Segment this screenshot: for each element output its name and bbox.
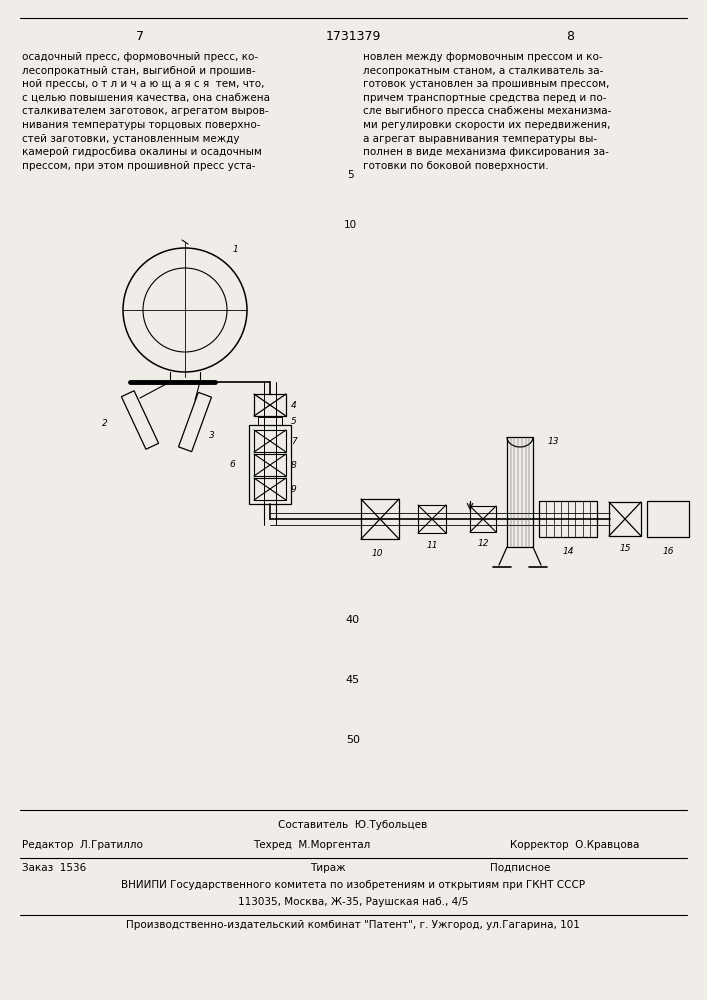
Text: 50: 50 [346,735,360,745]
Bar [539,501,597,537]
Bar [470,506,496,532]
Bar [249,425,291,504]
Text: 7: 7 [136,30,144,43]
Bar [609,502,641,536]
Text: 16: 16 [662,547,674,556]
Text: 5: 5 [346,170,354,180]
Text: 12: 12 [477,539,489,548]
Bar [507,437,533,547]
Text: 11: 11 [426,541,438,550]
Text: 45: 45 [346,675,360,685]
Bar [254,394,286,416]
Bar [361,499,399,539]
Bar [418,505,446,533]
Text: 1731379: 1731379 [325,30,380,43]
Bar [254,478,286,500]
Text: 15: 15 [619,544,631,553]
Text: 10: 10 [344,220,356,230]
Text: Заказ  1536: Заказ 1536 [22,863,86,873]
Text: 14: 14 [562,547,574,556]
Text: 4: 4 [291,400,297,410]
Text: 13: 13 [548,438,559,446]
Text: ВНИИПИ Государственного комитета по изобретениям и открытиям при ГКНТ СССР: ВНИИПИ Государственного комитета по изоб… [121,880,585,890]
Text: 1: 1 [233,245,239,254]
Text: 10: 10 [371,549,382,558]
Text: 9: 9 [291,485,297,493]
Text: 3: 3 [209,432,215,440]
Text: 2: 2 [102,420,108,428]
Text: 6: 6 [229,460,235,469]
Bar [647,501,689,537]
Text: 7: 7 [291,436,297,446]
Text: Подписное: Подписное [490,863,550,873]
Text: 5: 5 [291,416,297,426]
Bar [254,430,286,452]
Bar [258,417,282,425]
Text: Техред  М.Моргентал: Техред М.Моргентал [253,840,370,850]
Text: 8: 8 [291,460,297,470]
Text: Производственно-издательский комбинат "Патент", г. Ужгород, ул.Гагарина, 101: Производственно-издательский комбинат "П… [126,920,580,930]
Text: 8: 8 [566,30,574,43]
Text: 40: 40 [346,615,360,625]
Text: 113035, Москва, Ж-35, Раушская наб., 4/5: 113035, Москва, Ж-35, Раушская наб., 4/5 [238,897,468,907]
Text: Редактор  Л.Гратилло: Редактор Л.Гратилло [22,840,143,850]
Text: Тираж: Тираж [310,863,346,873]
Text: новлен между формовочным прессом и ко-
лесопрокатным станом, а сталкиватель за-
: новлен между формовочным прессом и ко- л… [363,52,612,171]
Bar [254,454,286,476]
Text: Составитель  Ю.Тубольцев: Составитель Ю.Тубольцев [279,820,428,830]
Text: Корректор  О.Кравцова: Корректор О.Кравцова [510,840,639,850]
Text: осадочный пресс, формовочный пресс, ко-
лесопрокатный стан, выгибной и прошив-
н: осадочный пресс, формовочный пресс, ко- … [22,52,270,171]
